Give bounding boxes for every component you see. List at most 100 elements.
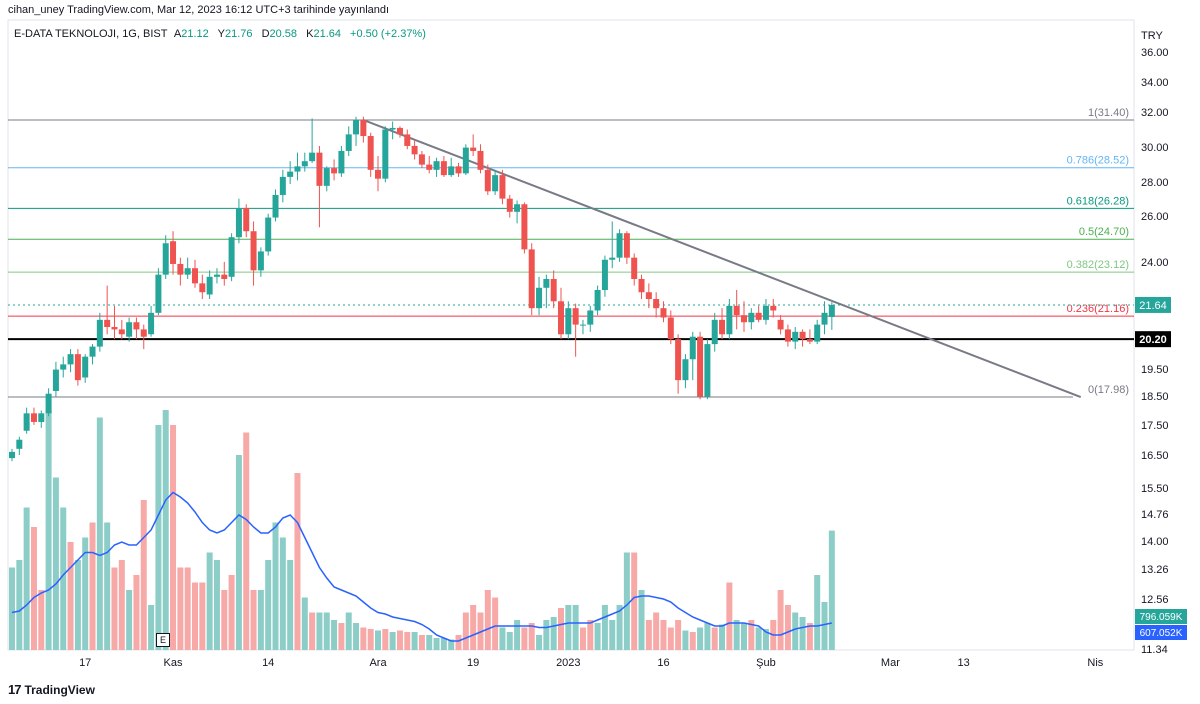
- candle-body: [806, 339, 813, 342]
- candle-body: [492, 175, 499, 192]
- volume-bar: [323, 612, 330, 650]
- volume-bar: [484, 590, 491, 650]
- event-badge[interactable]: E: [156, 633, 170, 647]
- volume-bar: [821, 602, 828, 650]
- x-tick-label: 16: [657, 657, 669, 669]
- y-tick-label: 15.50: [1141, 483, 1169, 495]
- x-tick-label: 17: [79, 657, 91, 669]
- volume-bar: [118, 560, 125, 650]
- candle-body: [616, 233, 623, 258]
- y-tick-label: 30.00: [1141, 142, 1169, 154]
- candle-body: [484, 169, 491, 192]
- volume-bar: [689, 632, 696, 650]
- volume-bar: [213, 560, 220, 650]
- volume-bar: [755, 627, 762, 650]
- y-tick-label: 28.00: [1141, 177, 1169, 189]
- volume-bar: [309, 612, 316, 650]
- volume-bar: [111, 567, 118, 650]
- volume-bar: [396, 630, 403, 650]
- volume-bar: [60, 507, 67, 650]
- volume-bar: [140, 500, 147, 650]
- volume-bar: [30, 527, 37, 650]
- footer-brand[interactable]: 17 TradingView: [8, 682, 95, 697]
- candle-body: [316, 152, 323, 186]
- candle-body: [389, 127, 396, 130]
- volume-bar: [294, 473, 301, 650]
- volume-bar: [558, 608, 564, 650]
- candle-body: [177, 263, 184, 275]
- volume-bar: [726, 582, 733, 650]
- volume-bar: [806, 623, 813, 650]
- volume-bar: [792, 612, 799, 650]
- candle-body: [206, 276, 213, 295]
- open-label: A: [173, 28, 182, 40]
- candle-body: [418, 154, 425, 165]
- candle-body: [660, 308, 667, 318]
- currency-label: TRY: [1141, 30, 1163, 42]
- candle-body: [411, 145, 418, 155]
- volume-bar: [272, 522, 279, 650]
- volume-bar: [623, 552, 630, 650]
- volume-bar: [762, 629, 769, 650]
- volume-bar: [462, 612, 469, 650]
- candle-body: [755, 312, 762, 320]
- y-tick-label: 14.76: [1141, 509, 1169, 521]
- candle-body: [762, 305, 769, 320]
- candle-body: [235, 208, 242, 238]
- volume-bar: [828, 530, 835, 650]
- candle-body: [338, 150, 345, 174]
- tradingview-logo-icon: 17: [8, 682, 22, 697]
- volume-bar: [455, 635, 462, 650]
- volume-bar: [550, 617, 557, 650]
- y-tick-label: 34.00: [1141, 77, 1169, 89]
- candle-body: [667, 317, 674, 340]
- volume-bar: [506, 632, 513, 650]
- volume-bar: [301, 597, 308, 650]
- fib-level-label: 0(17.98): [1088, 384, 1129, 396]
- volume-bar: [543, 620, 550, 650]
- volume-bar: [631, 552, 638, 650]
- support-price-label: 20.20: [1139, 334, 1167, 346]
- candle-body: [323, 168, 330, 186]
- plot-frame: [7, 19, 1135, 651]
- candle-body: [9, 451, 15, 459]
- candle-body: [301, 161, 308, 167]
- volume-bar: [799, 617, 806, 650]
- x-tick-label: Mar: [881, 657, 900, 669]
- candle-body: [38, 413, 45, 422]
- candle-body: [148, 312, 155, 335]
- volume-bar: [89, 522, 96, 650]
- candle-body: [294, 166, 301, 172]
- open-value: 21.12: [181, 28, 209, 40]
- candle-body: [52, 369, 59, 391]
- symbol-name[interactable]: E-DATA TEKNOLOJI, 1G, BIST: [14, 28, 168, 40]
- candle-body: [543, 278, 550, 288]
- y-tick-label: 26.00: [1141, 211, 1169, 223]
- candle-body: [506, 198, 513, 212]
- candle-body: [719, 319, 726, 335]
- candle-body: [279, 176, 286, 195]
- candle-body: [404, 134, 411, 146]
- candle-body: [272, 194, 279, 218]
- candle-body: [30, 413, 37, 422]
- volume-bar: [345, 612, 352, 650]
- candle-body: [250, 231, 257, 271]
- candle-body: [265, 217, 272, 252]
- volume-bar: [192, 582, 198, 650]
- candle-body: [828, 304, 835, 318]
- candle-body: [243, 208, 250, 232]
- volume-bar: [777, 590, 784, 650]
- x-tick-label: 14: [262, 657, 274, 669]
- fib-level-label: 1(31.40): [1088, 107, 1129, 119]
- candle-body: [118, 329, 125, 335]
- volume-bar: [126, 590, 133, 650]
- candle-body: [689, 336, 696, 360]
- candle-body: [23, 413, 30, 431]
- support-price-tag: [1135, 331, 1171, 348]
- volume-bar: [170, 425, 177, 650]
- candle-body: [594, 290, 601, 311]
- volume-bar: [389, 632, 396, 650]
- candle-body: [572, 308, 579, 325]
- candle-body: [748, 312, 755, 323]
